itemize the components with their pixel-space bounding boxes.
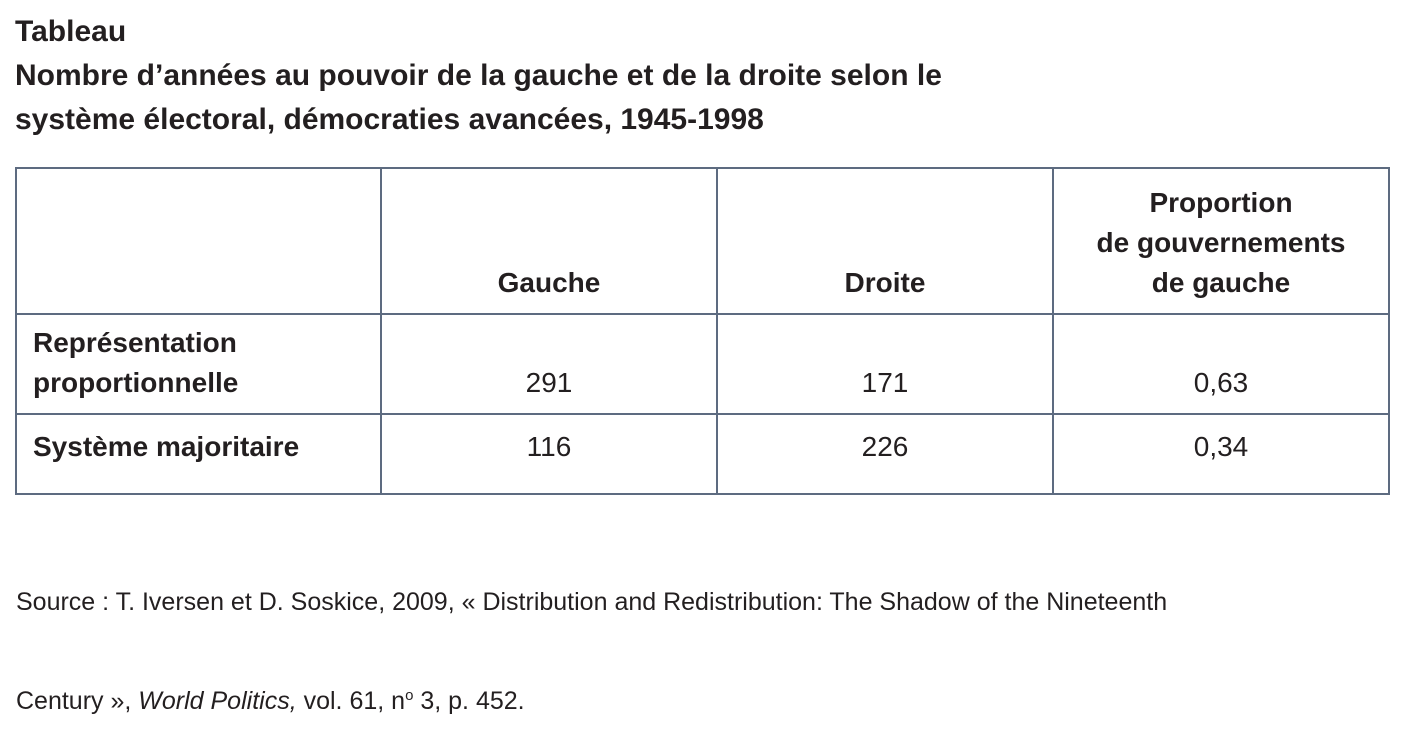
text: Représentation bbox=[33, 327, 237, 358]
text: 3, p. 452. bbox=[413, 687, 525, 715]
superscript: o bbox=[405, 687, 414, 704]
row-label: Système majoritaire bbox=[15, 413, 382, 495]
text: Droite bbox=[844, 267, 926, 298]
text: vol. 61, n bbox=[296, 687, 406, 715]
text: Proportion bbox=[1149, 187, 1293, 218]
text: Système majoritaire bbox=[33, 431, 300, 462]
cell: 0,34 bbox=[1052, 413, 1390, 495]
title-line: Nombre d’années au pouvoir de la gauche … bbox=[15, 59, 942, 92]
column-header: Droite bbox=[716, 167, 1054, 315]
cell: 226 bbox=[716, 413, 1054, 495]
page: Tableau Nombre d’années au pouvoir de la… bbox=[15, 10, 1390, 715]
column-header: Gauche bbox=[380, 167, 718, 315]
label: Tableau bbox=[15, 15, 127, 48]
text: Gauche bbox=[497, 267, 601, 298]
cell: 291 bbox=[380, 313, 718, 415]
text: de gauche bbox=[1151, 267, 1291, 298]
source-line: Century », World Politics, vol. 61, no 3… bbox=[16, 685, 1167, 718]
row: Représentation proportionnelle 291 171 0… bbox=[15, 313, 1390, 415]
text: Century », bbox=[16, 687, 139, 715]
header: Tableau Nombre d’années au pouvoir de la… bbox=[15, 10, 942, 142]
title-line: système électoral, démocraties avancées,… bbox=[15, 103, 764, 136]
journal: World Politics, bbox=[138, 687, 297, 715]
row: Système majoritaire 116 226 0,34 bbox=[15, 413, 1390, 495]
table: Gauche Droite Proportion de gouvernement… bbox=[15, 167, 1390, 495]
text: proportionnelle bbox=[33, 367, 239, 398]
cell: 0,63 bbox=[1052, 313, 1390, 415]
source-line: Source : T. Iversen et D. Soskice, 2009,… bbox=[16, 588, 1168, 616]
cell: 171 bbox=[716, 313, 1054, 415]
source: Source : T. Iversen et D. Soskice, 2009,… bbox=[16, 520, 1167, 751]
header-row: Gauche Droite Proportion de gouvernement… bbox=[15, 167, 1390, 315]
column-header: Proportion de gouvernements de gauche bbox=[1052, 167, 1390, 315]
corner-cell bbox=[15, 167, 382, 315]
cell: 116 bbox=[380, 413, 718, 495]
text: de gouvernements bbox=[1096, 227, 1346, 258]
row-label: Représentation proportionnelle bbox=[15, 313, 382, 415]
